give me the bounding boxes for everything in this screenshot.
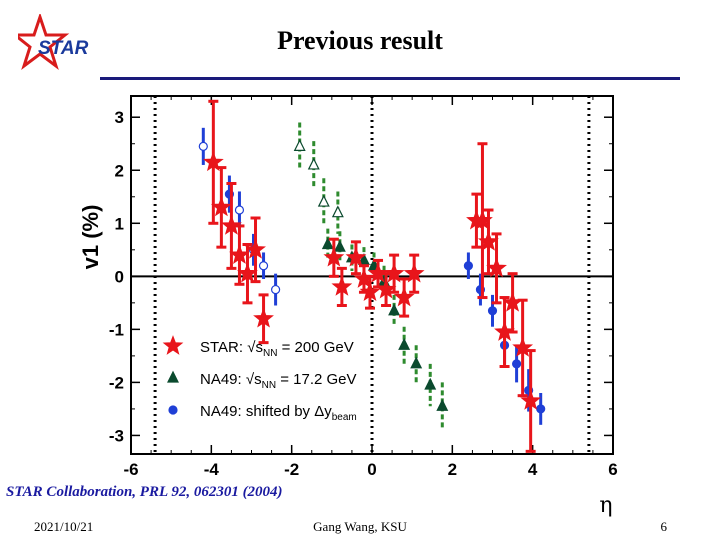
legend-label-text: STAR: [200,339,247,356]
x-tick-label: -6 [123,460,138,479]
data-point-star [512,336,534,357]
x-axis-label: η [599,493,612,518]
data-point-triangle [398,337,411,350]
data-point-star [383,262,405,283]
data-point-star [403,262,425,283]
legend-label-text: = 17.2 GeV [276,371,356,388]
legend-subscript: NN [263,348,277,359]
data-point-star [210,196,232,217]
data-point-triangle [293,139,306,151]
slide-title: Previous result [277,26,443,55]
series-star [202,99,542,453]
footer-date: 2021/10/21 [34,519,94,534]
y-tick-label: -2 [109,373,124,392]
legend-label-text: NA49: shifted by Δy [200,403,332,420]
footer-page-number: 6 [660,519,668,534]
data-point-triangle [424,377,437,390]
data-point-star [345,246,367,267]
data-point-triangle [307,157,320,170]
star-logo: STAR [18,14,89,71]
data-point-star [520,390,542,410]
legend-label-text: s [255,339,263,356]
data-point-circle [198,141,208,151]
x-tick-label: 0 [367,460,376,479]
data-point-circle [487,306,498,316]
y-tick-label: 2 [115,161,124,180]
data-point-circle [234,205,245,215]
data-point-star [393,286,415,307]
title-rule [100,77,680,80]
data-point-triangle [317,194,330,207]
data-point-star [323,246,345,267]
x-tick-label: 6 [608,460,617,479]
legend-sqrt-symbol: √ [246,371,255,388]
y-tick-label: 1 [115,214,124,233]
data-point-star [486,257,507,278]
data-point-triangle [331,205,344,218]
y-tick-label: -1 [109,320,124,339]
legend-label: NA49: shifted by Δybeam [200,403,357,423]
logo-text: STAR [38,38,89,59]
data-point-triangle [321,237,334,250]
star-logo-icon [18,14,70,71]
data-point-triangle [333,239,346,252]
x-tick-label: -2 [284,460,299,479]
y-tick-label: -3 [109,426,124,445]
data-point-circle [258,261,269,271]
data-point-circle [271,284,281,295]
data-point-triangle [436,398,449,411]
legend-sqrt-symbol: √ [247,339,256,356]
data-point-star [221,214,242,235]
legend-subscript: beam [332,412,357,423]
series-triangle [293,122,449,431]
legend-label-text: s [254,371,262,388]
data-point-star [245,238,266,259]
data-point-triangle [410,356,423,369]
data-point-star [202,151,224,172]
legend-label-text: = 200 GeV [277,339,353,356]
citation: STAR Collaboration, PRL 92, 062301 (2004… [6,484,283,500]
x-tick-label: -4 [204,460,220,479]
data-point-star [331,275,353,296]
legend-marker-circle [168,405,178,415]
legend-label-text: NA49: [200,371,246,388]
legend-marker-triangle [167,370,179,383]
footer-author: Gang Wang, KSU [313,519,407,534]
x-tick-label: 2 [448,460,457,479]
x-tick-label: 4 [528,460,538,479]
legend-label: NA49: √sNN = 17.2 GeV [200,371,357,391]
data-point-triangle [388,303,401,316]
data-point-star [359,281,381,302]
legend-label: STAR: √sNN = 200 GeV [200,339,354,359]
data-point-circle [536,404,546,414]
y-tick-label: 3 [115,108,124,127]
data-point-circle [511,359,522,369]
legend-subscript: NN [262,380,276,391]
data-point-circle [463,261,473,271]
legend-marker-star [162,335,184,355]
data-point-star [253,307,274,328]
y-axis-label: v1 (%) [78,205,103,270]
y-tick-label: 0 [115,267,124,286]
